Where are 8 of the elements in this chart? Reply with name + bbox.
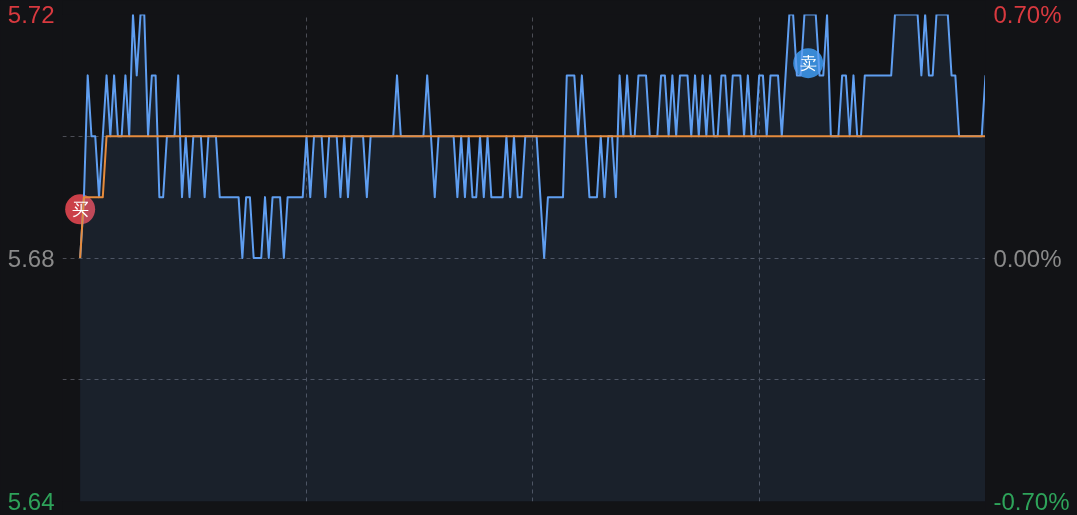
- y2-tick-label: 0.70%: [993, 1, 1062, 28]
- y2-tick-label: -0.70%: [993, 488, 1070, 515]
- data-label: 买: [71, 199, 89, 220]
- y-tick-label: 5.68: [7, 244, 55, 272]
- y-tick-label: 5.72: [7, 1, 55, 28]
- y2-tick-label: 0.00%: [993, 244, 1062, 272]
- y-tick-label: 5.64: [7, 488, 55, 515]
- data-label: 卖: [799, 53, 817, 74]
